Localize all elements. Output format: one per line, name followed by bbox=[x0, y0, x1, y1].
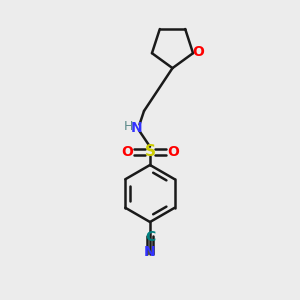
Text: H: H bbox=[124, 120, 134, 133]
Text: N: N bbox=[131, 121, 142, 134]
Text: O: O bbox=[121, 145, 133, 158]
Text: O: O bbox=[167, 145, 179, 158]
Text: N: N bbox=[144, 245, 156, 259]
Text: C: C bbox=[145, 230, 155, 244]
Text: O: O bbox=[193, 45, 204, 59]
Text: S: S bbox=[145, 144, 155, 159]
